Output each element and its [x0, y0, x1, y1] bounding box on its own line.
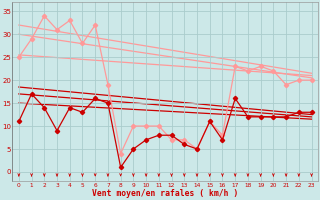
X-axis label: Vent moyen/en rafales ( km/h ): Vent moyen/en rafales ( km/h )	[92, 189, 238, 198]
